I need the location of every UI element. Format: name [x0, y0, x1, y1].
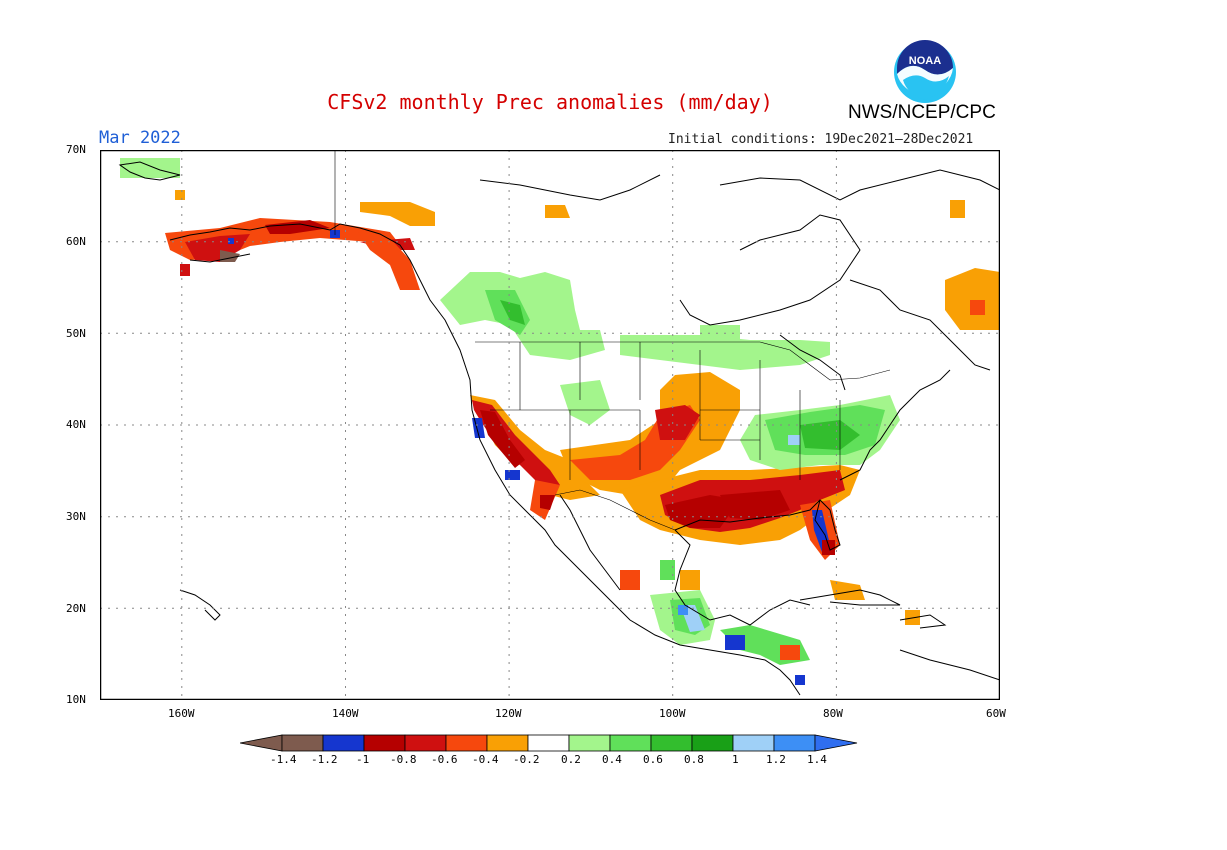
colorbar-arrow-high	[814, 734, 858, 752]
colorbar	[240, 734, 858, 752]
colorbar-swatch	[486, 734, 529, 752]
colorbar-label: -1	[356, 753, 370, 766]
colorbar-swatch	[363, 734, 406, 752]
political-borders	[334, 150, 891, 531]
colorbar-swatch	[773, 734, 816, 752]
colorbar-label: -0.8	[390, 753, 417, 766]
colorbar-label: 0.2	[561, 753, 581, 766]
colorbar-swatch	[732, 734, 775, 752]
lon-label: 60W	[986, 707, 1006, 720]
lat-label: 60N	[66, 235, 86, 248]
colorbar-swatch	[691, 734, 734, 752]
lat-label: 70N	[66, 143, 86, 156]
colorbar-swatch	[609, 734, 652, 752]
lon-label: 80W	[823, 707, 843, 720]
colorbar-swatch	[404, 734, 447, 752]
anomaly-map	[100, 150, 1000, 700]
noaa-logo: NOAA	[894, 40, 956, 103]
lon-label: 140W	[332, 707, 359, 720]
colorbar-label: 0.6	[643, 753, 663, 766]
colorbar-swatch	[322, 734, 365, 752]
lat-lon-grid	[100, 150, 1000, 700]
lat-label: 50N	[66, 327, 86, 340]
svg-text:NOAA: NOAA	[909, 55, 941, 67]
colorbar-swatch	[650, 734, 693, 752]
colorbar-label: -0.2	[513, 753, 540, 766]
lon-label: 120W	[495, 707, 522, 720]
colorbar-label: 0.8	[684, 753, 704, 766]
coastlines	[118, 161, 1000, 696]
lat-label: 20N	[66, 602, 86, 615]
colorbar-label: -0.6	[431, 753, 458, 766]
lon-label: 160W	[168, 707, 195, 720]
lon-label: 100W	[659, 707, 686, 720]
forecast-month: Mar 2022	[99, 128, 181, 148]
colorbar-swatch	[527, 734, 570, 752]
map-title: CFSv2 monthly Prec anomalies (mm/day)	[327, 90, 773, 114]
lat-label: 40N	[66, 418, 86, 431]
colorbar-label: 0.4	[602, 753, 622, 766]
lat-label: 30N	[66, 510, 86, 523]
colorbar-label: -1.2	[311, 753, 338, 766]
colorbar-label: 1	[732, 753, 739, 766]
map-frame	[100, 150, 1000, 700]
colorbar-swatch	[445, 734, 488, 752]
colorbar-swatch	[568, 734, 611, 752]
initial-conditions-text: Initial conditions: 19Dec2021–28Dec2021	[668, 132, 974, 147]
colorbar-swatch	[281, 734, 324, 752]
colorbar-arrow-low	[240, 734, 283, 752]
colorbar-label: -0.4	[472, 753, 499, 766]
colorbar-label: -1.4	[270, 753, 297, 766]
colorbar-label: 1.4	[807, 753, 827, 766]
agency-label: NWS/NCEP/CPC	[848, 102, 996, 123]
anomaly-shading	[120, 158, 1000, 685]
lat-label: 10N	[66, 693, 86, 706]
colorbar-label: 1.2	[766, 753, 786, 766]
